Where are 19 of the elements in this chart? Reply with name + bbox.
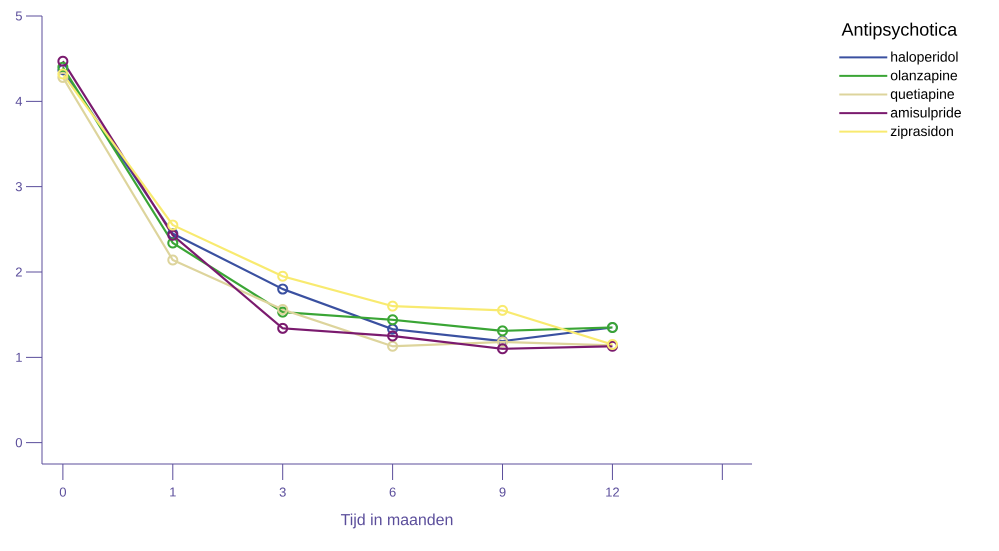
legend-label: olanzapine (890, 70, 958, 84)
x-tick-label: 3 (280, 488, 286, 497)
legend-title: Antipsychotica (842, 22, 958, 40)
legend-label: haloperidol (891, 52, 958, 65)
legend-label: quetiapine (890, 88, 954, 102)
y-tick-label: 3 (16, 182, 22, 192)
y-tick-label: 2 (16, 267, 22, 277)
x-tick-label: 0 (60, 488, 66, 497)
y-tick-label: 1 (16, 352, 22, 362)
y-tick-label: 0 (16, 438, 22, 448)
legend-label: amisulpride (890, 107, 961, 120)
legend-label: ziprasidon (890, 126, 953, 139)
y-tick-label: 4 (16, 96, 22, 106)
x-tick-label: 1 (170, 488, 176, 496)
y-tick-label: 5 (16, 11, 22, 21)
x-tick-label: 12 (606, 488, 619, 497)
x-tick-label: 6 (390, 488, 396, 497)
x-axis-title: Tijd in maanden (340, 514, 452, 528)
x-tick-label: 9 (500, 488, 506, 497)
